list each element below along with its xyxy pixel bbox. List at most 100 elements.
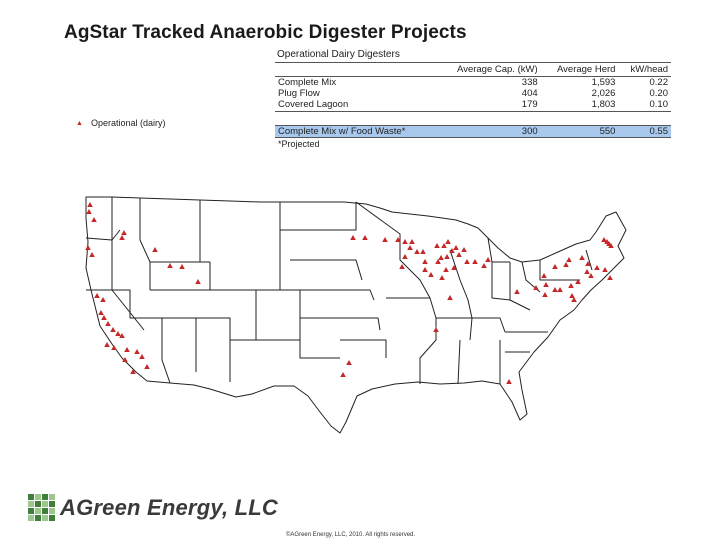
digester-marker bbox=[195, 279, 201, 284]
digester-marker bbox=[435, 259, 441, 264]
digester-marker bbox=[441, 243, 447, 248]
digester-marker bbox=[414, 249, 420, 254]
digester-marker bbox=[402, 239, 408, 244]
digester-marker bbox=[167, 263, 173, 268]
digester-marker bbox=[579, 255, 585, 260]
digester-marker bbox=[115, 331, 121, 336]
table-caption: Operational Dairy Digesters bbox=[277, 49, 400, 60]
state-line bbox=[196, 317, 231, 382]
logo-square bbox=[42, 508, 48, 514]
state-line bbox=[449, 249, 473, 319]
state-line bbox=[472, 317, 506, 333]
digester-marker bbox=[438, 255, 444, 260]
digester-marker bbox=[569, 293, 575, 298]
digester-marker bbox=[542, 292, 548, 297]
digester-marker bbox=[541, 273, 547, 278]
digester-marker bbox=[445, 239, 451, 244]
state-line bbox=[150, 261, 211, 291]
table-cell: 0.55 bbox=[618, 125, 671, 138]
logo-square bbox=[49, 515, 55, 521]
digester-marker bbox=[444, 254, 450, 259]
table-note-row: *Projected bbox=[275, 138, 671, 151]
digester-table: Operational Dairy Digesters Average Cap.… bbox=[275, 49, 671, 150]
digester-marker bbox=[472, 259, 478, 264]
state-line bbox=[419, 318, 437, 384]
digester-marker bbox=[119, 333, 125, 338]
digester-marker bbox=[584, 269, 590, 274]
digester-marker bbox=[439, 275, 445, 280]
digester-marker bbox=[461, 247, 467, 252]
digester-marker bbox=[399, 264, 405, 269]
company-logo: AGreen Energy, LLC bbox=[28, 494, 278, 521]
digester-marker bbox=[552, 287, 558, 292]
state-line bbox=[457, 339, 461, 385]
digester-marker bbox=[571, 297, 577, 302]
digester-marker bbox=[422, 259, 428, 264]
table-header-row: Average Cap. (kW) Average Herd kW/head bbox=[275, 62, 671, 77]
digester-marker bbox=[362, 235, 368, 240]
logo-square bbox=[28, 501, 34, 507]
logo-square bbox=[49, 501, 55, 507]
digester-marker bbox=[543, 282, 549, 287]
state-line bbox=[386, 297, 437, 319]
digester-marker bbox=[514, 289, 520, 294]
digester-marker bbox=[111, 345, 117, 350]
table-cell: 338 bbox=[521, 77, 538, 88]
digester-marker bbox=[563, 262, 569, 267]
table-cell: 0.20 bbox=[649, 88, 669, 99]
digester-marker bbox=[575, 279, 581, 284]
page-title: AgStar Tracked Anaerobic Digester Projec… bbox=[64, 22, 467, 43]
state-line bbox=[85, 229, 121, 241]
logo-square bbox=[28, 515, 34, 521]
state-line bbox=[399, 259, 431, 299]
digester-marker bbox=[89, 252, 95, 257]
logo-grid-icon bbox=[28, 494, 55, 521]
state-line bbox=[585, 249, 593, 271]
map-legend: ▲ Operational (dairy) bbox=[76, 118, 165, 128]
triangle-marker-icon: ▲ bbox=[76, 119, 83, 127]
state-line bbox=[300, 289, 375, 301]
digester-marker bbox=[453, 245, 459, 250]
digester-marker bbox=[104, 342, 110, 347]
digester-marker bbox=[105, 321, 111, 326]
state-line bbox=[491, 262, 511, 301]
digester-marker bbox=[139, 354, 145, 359]
logo-square bbox=[35, 494, 41, 500]
digester-marker bbox=[481, 263, 487, 268]
digester-marker bbox=[594, 265, 600, 270]
table-cell: Complete Mix w/ Food Waste* bbox=[275, 125, 437, 138]
logo-square bbox=[28, 508, 34, 514]
table-row: Plug Flow 404 2,026 0.20 bbox=[275, 88, 671, 99]
table-cell: 1,803 bbox=[540, 99, 619, 112]
copyright-notice: ©AGreen Energy, LLC, 2010. All rights re… bbox=[286, 532, 416, 538]
digester-marker bbox=[464, 259, 470, 264]
state-line bbox=[355, 201, 401, 260]
logo-square bbox=[35, 501, 41, 507]
digester-marker bbox=[585, 261, 591, 266]
digester-marker bbox=[409, 239, 415, 244]
digester-marker bbox=[100, 297, 106, 302]
table-cell: 300 bbox=[436, 125, 541, 138]
logo-square bbox=[49, 508, 55, 514]
col-header: Average Herd bbox=[540, 62, 619, 77]
digester-marker bbox=[607, 275, 613, 280]
digester-marker bbox=[447, 295, 453, 300]
digester-marker bbox=[566, 257, 572, 262]
digester-marker bbox=[451, 265, 457, 270]
digester-marker bbox=[422, 267, 428, 272]
digester-marker bbox=[101, 315, 107, 320]
digester-marker bbox=[346, 360, 352, 365]
table-cell: 179 bbox=[436, 99, 541, 112]
digester-marker bbox=[433, 327, 439, 332]
digester-marker bbox=[420, 249, 426, 254]
state-line bbox=[340, 339, 387, 358]
digester-marker bbox=[434, 243, 440, 248]
state-line bbox=[111, 197, 145, 331]
digester-markers bbox=[85, 202, 614, 384]
digester-marker bbox=[340, 372, 346, 377]
digester-marker bbox=[449, 248, 455, 253]
digester-marker bbox=[98, 310, 104, 315]
table-row: Complete Mix 338 1,593 0.22 bbox=[275, 77, 671, 89]
digester-marker bbox=[557, 287, 563, 292]
